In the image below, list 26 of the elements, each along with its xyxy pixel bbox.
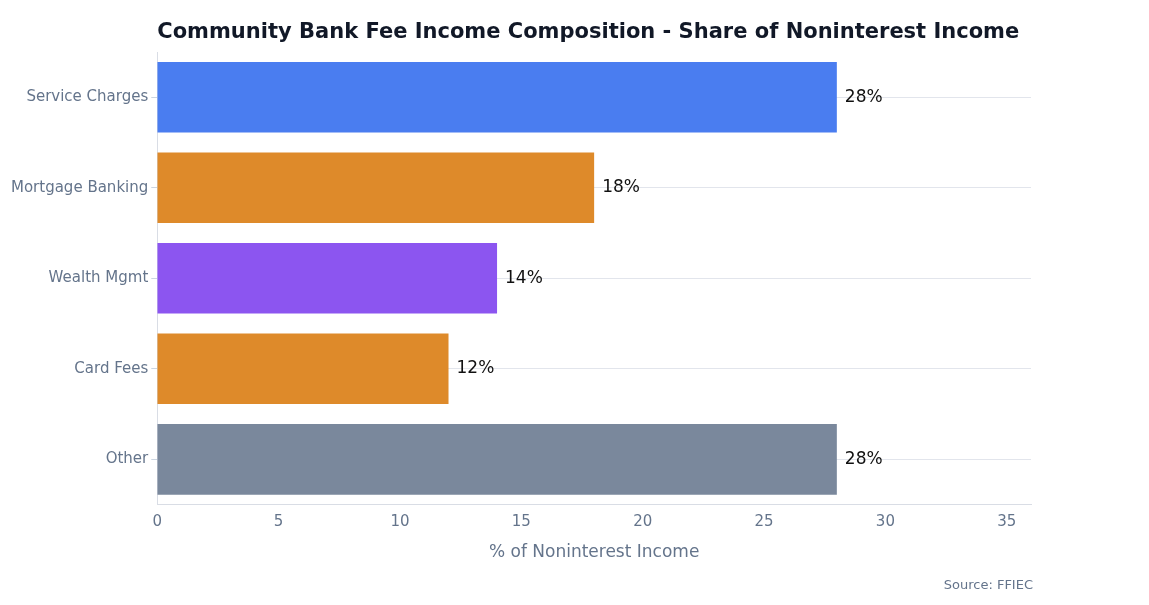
bar [157,333,449,405]
data-label: 14% [505,266,543,287]
chart-title: Community Bank Fee Income Composition - Share of Noninterest Income [157,19,1020,43]
x-tick-label: 35 [997,512,1017,531]
x-tick-label: 25 [754,512,774,531]
x-tick-label: 15 [511,512,531,531]
y-tick-label: Mortgage Banking [10,177,149,196]
bar [157,424,837,495]
data-label: 18% [602,176,640,197]
source-note: Source: FFIEC [943,577,1033,592]
bar [157,61,837,133]
y-tick-label: Other [105,449,150,468]
y-tick-label: Wealth Mgmt [48,268,149,287]
x-tick-label: 0 [152,512,163,531]
x-tick-label: 20 [633,512,653,531]
x-tick-label: 30 [875,512,895,531]
x-axis-title: % of Noninterest Income [488,541,700,562]
y-tick-label: Card Fees [74,358,149,377]
bar [157,243,498,314]
data-label: 28% [844,447,883,468]
y-tick-label: Service Charges [26,87,149,106]
x-tick-label: 5 [273,512,284,531]
bar [157,152,595,224]
data-label: 12% [456,357,495,378]
data-label: 28% [844,85,883,106]
x-tick-label: 10 [390,512,410,531]
